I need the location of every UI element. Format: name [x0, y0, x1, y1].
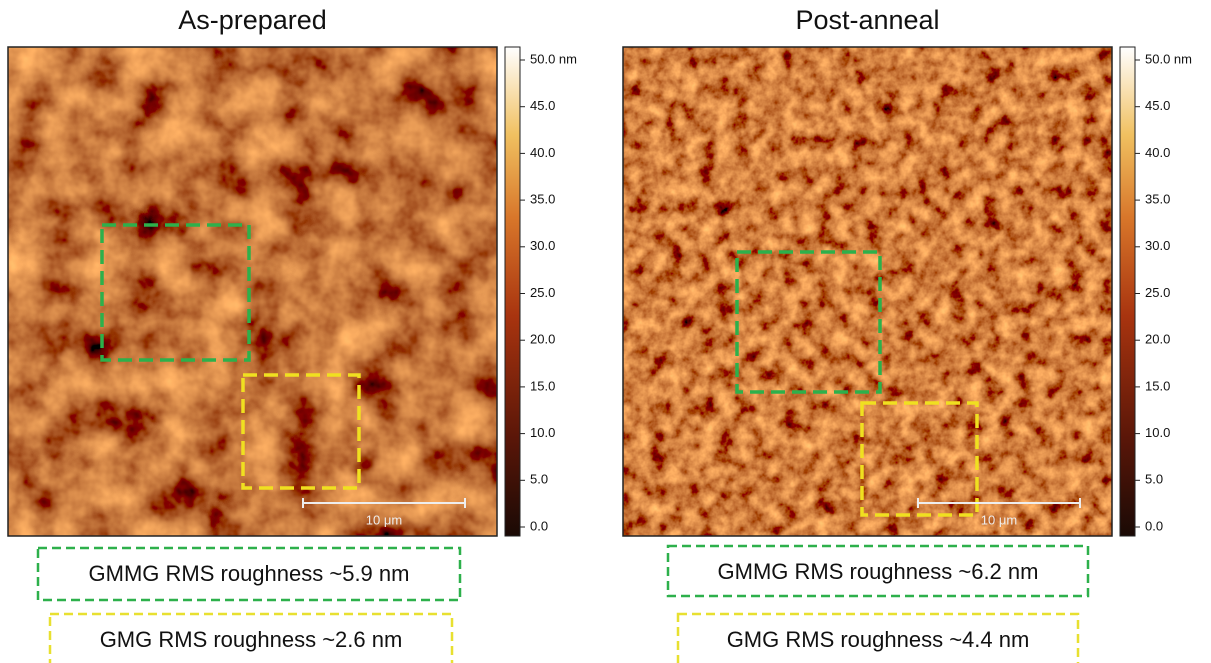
colorbar-tick-label: 0.0 — [530, 518, 548, 533]
colorbar-tick-label: 45.0 — [1145, 98, 1170, 113]
colorbar — [1120, 47, 1135, 536]
colorbar-tick-label: 15.0 — [1145, 378, 1170, 393]
colorbar-tick-label: 50.0 nm — [1145, 51, 1192, 66]
colorbar-tick-label: 0.0 — [1145, 518, 1163, 533]
colorbar-tick-label: 30.0 — [530, 238, 555, 253]
colorbar — [505, 47, 520, 536]
colorbar-tick-label: 35.0 — [530, 192, 555, 207]
colorbar-tick-label: 40.0 — [1145, 145, 1170, 160]
annotation: GMG RMS roughness ~4.4 nm — [727, 627, 1030, 652]
annotation: GMMG RMS roughness ~5.9 nm — [89, 561, 410, 586]
colorbar-tick-label: 50.0 nm — [530, 51, 577, 66]
colorbar-tick-label: 5.0 — [530, 472, 548, 487]
colorbar-tick-label: 20.0 — [1145, 332, 1170, 347]
colorbar-tick-label: 45.0 — [530, 98, 555, 113]
figure: As-prepared 10 μm 50.0 nm 45.0 40.0 35.0 30.0 2… — [0, 0, 1211, 663]
colorbar-tick-label: 10.0 — [1145, 425, 1170, 440]
colorbar-tick-label: 20.0 — [530, 332, 555, 347]
afm-image — [623, 47, 1112, 536]
colorbar-tick-label: 25.0 — [530, 285, 555, 300]
page: As-prepared 10 μm 50.0 nm 45.0 40.0 35.0 30.0 2… — [0, 0, 1211, 663]
colorbar-tick-label: 5.0 — [1145, 472, 1163, 487]
panel-title: Post-anneal — [795, 5, 939, 35]
scale-bar-label: 10 μm — [981, 512, 1017, 527]
afm-image — [8, 47, 497, 536]
scale-bar-label: 10 μm — [366, 512, 402, 527]
colorbar-tick-label: 25.0 — [1145, 285, 1170, 300]
annotation: GMMG RMS roughness ~6.2 nm — [718, 559, 1039, 584]
colorbar-tick-label: 10.0 — [530, 425, 555, 440]
colorbar-tick-label: 35.0 — [1145, 192, 1170, 207]
colorbar-tick-label: 30.0 — [1145, 238, 1170, 253]
colorbar-tick-label: 40.0 — [530, 145, 555, 160]
panel-title: As-prepared — [178, 5, 327, 35]
annotation: GMG RMS roughness ~2.6 nm — [100, 627, 403, 652]
colorbar-tick-label: 15.0 — [530, 378, 555, 393]
